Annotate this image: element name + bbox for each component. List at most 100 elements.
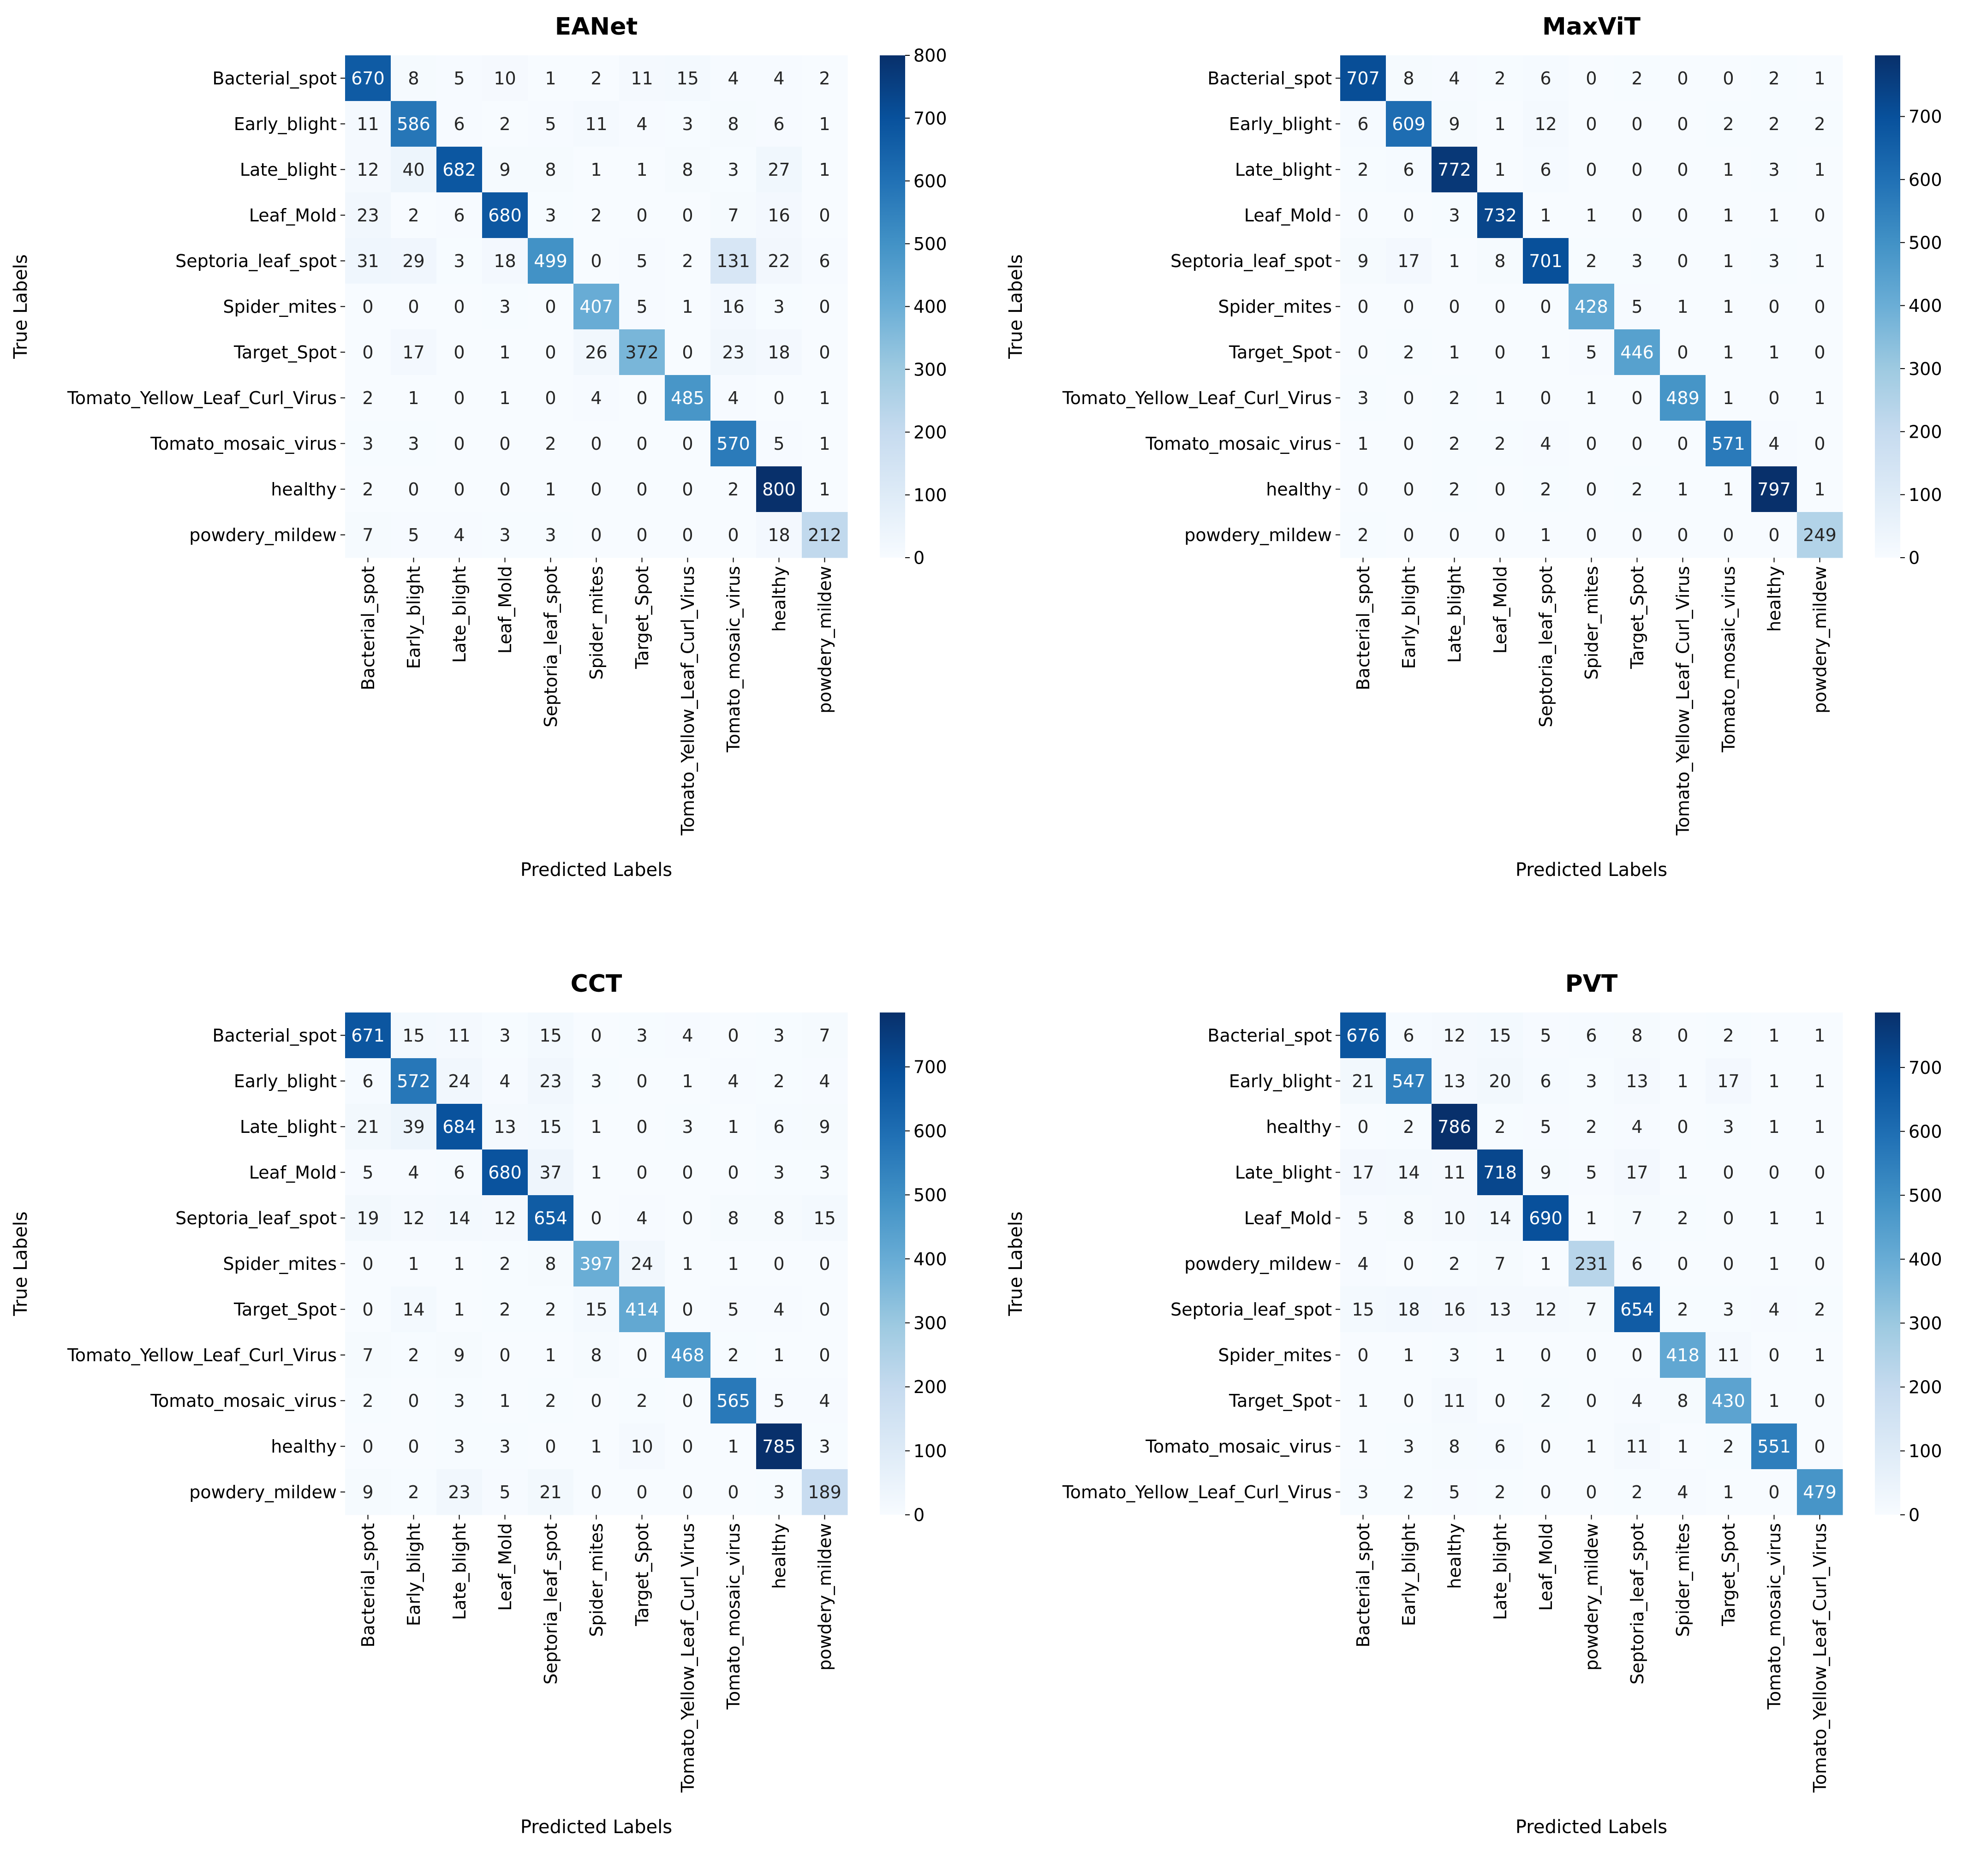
heatmap-cell — [436, 55, 483, 101]
cell-value-label: 4 — [682, 1025, 693, 1046]
y-tick-label: powdery_mildew — [1184, 1254, 1332, 1274]
cell-value-label: 4 — [1631, 1117, 1642, 1137]
cell-value-label: 4 — [773, 1299, 784, 1320]
heatmap-cell — [1797, 375, 1843, 421]
x-tick-label: Tomato_mosaic_virus — [723, 566, 744, 753]
cell-value-label: 0 — [728, 1162, 739, 1183]
heatmap-cell — [710, 1378, 757, 1424]
cell-value-label: 131 — [716, 251, 750, 271]
cell-value-label: 0 — [1631, 160, 1642, 180]
heatmap-cell — [665, 101, 711, 147]
cell-value-label: 26 — [585, 342, 607, 363]
cell-value-label: 680 — [488, 1162, 522, 1183]
colorbar-tick-label: 0 — [1909, 548, 1920, 568]
y-tick-label: Septoria_leaf_spot — [175, 1208, 337, 1228]
colorbar-tick-label: 400 — [913, 1249, 947, 1269]
heatmap-cell — [528, 192, 574, 238]
heatmap-cell — [528, 101, 574, 147]
heatmap-cell — [1797, 1104, 1843, 1150]
heatmap-cell — [1432, 1378, 1478, 1424]
cell-value-label: 17 — [402, 342, 424, 363]
heatmap-cell — [802, 1332, 848, 1378]
heatmap-cell — [710, 1104, 757, 1150]
heatmap-cell — [1751, 329, 1797, 375]
y-tick-label: Bacterial_spot — [212, 1025, 337, 1046]
cell-value-label: 12 — [1443, 1025, 1465, 1046]
heatmap-cell — [756, 1195, 802, 1241]
cell-value-label: 0 — [1403, 297, 1414, 317]
heatmap-cell — [710, 1149, 757, 1196]
cell-value-label: 12 — [402, 1208, 424, 1228]
heatmap-cell — [1386, 147, 1432, 193]
colorbar-tick-label: 200 — [913, 422, 947, 442]
heatmap-cell — [1340, 238, 1386, 284]
heatmap-cell — [756, 1149, 802, 1196]
cell-value-label: 1 — [1768, 1117, 1779, 1137]
heatmap-cell — [1751, 375, 1797, 421]
cell-value-label: 0 — [819, 1345, 830, 1365]
heatmap-cell — [665, 1378, 711, 1424]
cell-value-label: 0 — [1357, 479, 1368, 500]
cell-value-label: 0 — [1768, 1345, 1779, 1365]
cell-value-label: 4 — [636, 114, 647, 134]
cell-value-label: 1 — [1586, 1208, 1597, 1228]
heatmap-cell — [665, 375, 711, 421]
heatmap-cell — [802, 1104, 848, 1150]
heatmap-cell — [1660, 101, 1706, 147]
heatmap-cell — [710, 1286, 757, 1333]
cell-value-label: 5 — [1586, 1162, 1597, 1183]
cell-value-label: 0 — [819, 297, 830, 317]
heatmap-cell — [1797, 192, 1843, 238]
cell-value-label: 22 — [768, 251, 790, 271]
cell-value-label: 609 — [1392, 114, 1426, 134]
cell-value-label: 5 — [773, 434, 784, 454]
heatmap-cell — [391, 1104, 437, 1150]
cell-value-label: 1 — [682, 1071, 693, 1091]
cell-value-label: 6 — [453, 205, 465, 226]
y-tick-label: Spider_mites — [223, 297, 337, 317]
heatmap-cell — [1523, 1058, 1569, 1104]
heatmap-cell — [1797, 1378, 1843, 1424]
cell-value-label: 39 — [402, 1117, 424, 1137]
cell-value-label: 0 — [1403, 1391, 1414, 1411]
heatmap-cell — [1660, 284, 1706, 330]
heatmap-cell — [528, 1332, 574, 1378]
heatmap-cell — [436, 1423, 483, 1470]
cell-value-label: 11 — [357, 114, 379, 134]
heatmap-cell — [1569, 101, 1615, 147]
cell-value-label: 0 — [1768, 1482, 1779, 1502]
heatmap-cell — [1340, 1104, 1386, 1150]
cell-value-label: 15 — [676, 68, 698, 89]
x-tick-label: Target_Spot — [632, 566, 652, 669]
heatmap-cell — [1797, 1241, 1843, 1287]
heatmap-cell — [1706, 101, 1752, 147]
colorbar-tick-label: 100 — [1909, 485, 1942, 505]
x-tick-label: Septoria_leaf_spot — [541, 1523, 561, 1685]
cell-value-label: 0 — [1814, 1391, 1825, 1411]
heatmap-cell — [1614, 147, 1660, 193]
heatmap-cell — [1386, 284, 1432, 330]
cell-value-label: 4 — [591, 388, 602, 408]
heatmap-cell — [1523, 1378, 1569, 1424]
heatmap-cell — [1751, 1058, 1797, 1104]
colorbar-tick-label: 400 — [913, 297, 947, 317]
cell-value-label: 2 — [1540, 479, 1551, 500]
cell-value-label: 17 — [1352, 1162, 1374, 1183]
colorbar-tick-label: 600 — [913, 1121, 947, 1141]
heatmap-cell — [345, 1286, 391, 1333]
heatmap-cell — [1386, 101, 1432, 147]
cell-value-label: 0 — [1403, 434, 1414, 454]
heatmap-cell — [1660, 329, 1706, 375]
cell-value-label: 1 — [1723, 251, 1734, 271]
heatmap-cell — [482, 101, 528, 147]
cell-value-label: 0 — [1586, 479, 1597, 500]
heatmap-cell — [573, 512, 620, 558]
heatmap-cell — [1751, 284, 1797, 330]
cell-value-label: 0 — [1586, 1391, 1597, 1411]
heatmap-cell — [1797, 55, 1843, 101]
cell-value-label: 1 — [1586, 388, 1597, 408]
heatmap-cell — [436, 192, 483, 238]
heatmap-cell — [756, 1469, 802, 1515]
heatmap-cell — [1477, 512, 1523, 558]
cell-value-label: 1 — [1494, 114, 1505, 134]
